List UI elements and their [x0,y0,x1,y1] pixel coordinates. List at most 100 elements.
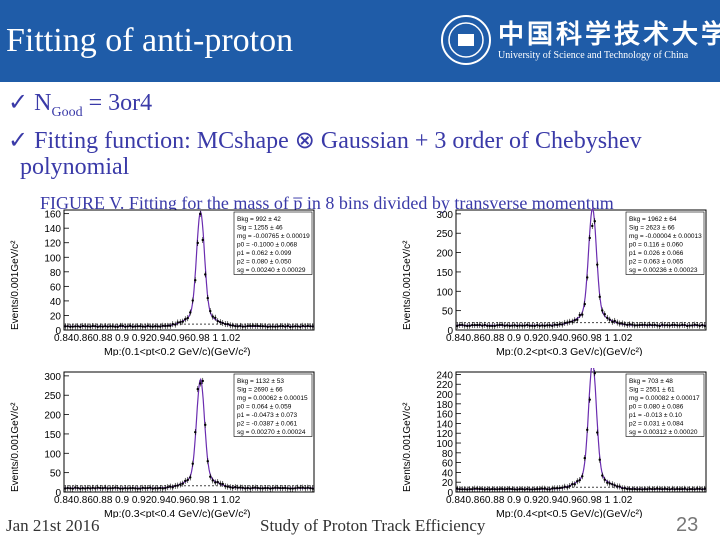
data-point [466,488,469,491]
data-point [269,487,272,490]
y-tick-label: 0 [447,326,453,337]
data-point [491,487,494,491]
data-point [468,487,471,491]
data-point [101,487,104,490]
stats-entry: sg = 0.00312 ± 0.00020 [629,429,698,436]
data-point [174,323,177,326]
data-point [164,486,167,490]
data-point [603,313,606,316]
x-axis-label: Mp:(0.4<pt<0.5 GeV/c)(GeV/c²) [496,508,642,518]
data-point [126,487,129,490]
data-point [184,479,187,483]
data-point [643,487,646,491]
data-point [284,486,287,490]
data-point [543,324,546,328]
data-point [561,323,564,326]
data-point [64,325,67,328]
data-point [481,487,484,491]
data-point [309,325,312,328]
data-point [256,486,259,490]
data-point [66,486,69,490]
data-point [129,324,132,328]
data-point [234,324,237,328]
data-point [608,318,611,321]
data-point [498,323,501,327]
data-point [171,322,174,326]
data-point [493,488,496,491]
data-point [239,324,242,328]
data-point [551,487,554,490]
data-point [136,325,139,328]
data-point [616,485,619,488]
y-axis-label: Events/0.001GeV/c² [10,240,21,330]
data-point [99,325,102,328]
data-point [466,324,469,328]
stats-entry: p2 = 0.031 ± 0.084 [629,421,684,428]
data-point [601,474,604,477]
data-point [249,487,252,490]
data-point [516,324,519,328]
data-point [656,487,659,490]
data-point [463,324,466,327]
data-point [124,486,127,490]
data-point [224,485,227,488]
data-point [186,316,189,320]
data-point [661,487,664,491]
data-point [84,487,87,490]
data-point [109,325,112,328]
data-point [179,483,182,486]
data-point [703,324,706,328]
stats-box [625,373,705,437]
data-point [304,486,307,490]
y-tick-label: 150 [44,430,61,441]
data-point [456,324,459,328]
data-point [289,487,292,490]
data-point [571,483,574,486]
data-point [299,325,302,329]
data-point [291,325,294,328]
logo-english-name: University of Science and Technology of … [498,50,689,61]
data-point [541,324,544,327]
data-point [201,238,204,242]
data-point [663,324,666,327]
data-point [109,487,112,490]
data-point [596,263,599,266]
data-point [576,480,579,483]
data-point [89,487,92,490]
data-point [301,486,304,489]
data-point [191,299,194,302]
data-point [184,318,187,321]
data-point [666,487,669,491]
data-point [249,324,252,328]
y-tick-label: 40 [50,297,62,308]
data-point [169,324,172,328]
data-point [586,428,589,432]
university-seal-icon [441,15,491,65]
data-point [116,486,119,490]
data-point [156,487,159,490]
data-point [476,323,479,327]
stats-box [233,373,313,437]
data-point [96,325,99,329]
data-point [533,324,536,328]
data-point [521,487,524,491]
data-point [526,487,529,491]
data-point [626,323,629,327]
data-point [661,323,664,326]
stats-entry: sg = 0.00270 ± 0.00024 [237,429,306,436]
data-point [576,318,579,322]
data-point [633,324,636,327]
logo-chinese-name: 中国科学技术大学 [498,20,720,50]
data-point [556,487,559,490]
data-point [513,324,516,327]
data-point [246,324,249,328]
stats-entry: mg = 0.00062 ± 0.00015 [237,395,308,402]
data-point [104,486,107,489]
data-point [521,324,524,327]
data-point [139,324,142,328]
data-point [701,323,704,327]
data-point [668,324,671,327]
data-point [121,487,124,490]
x-axis-label: Mp:(0.1<pt<0.2 GeV/c)(GeV/c²) [104,346,250,356]
data-point [264,325,267,328]
